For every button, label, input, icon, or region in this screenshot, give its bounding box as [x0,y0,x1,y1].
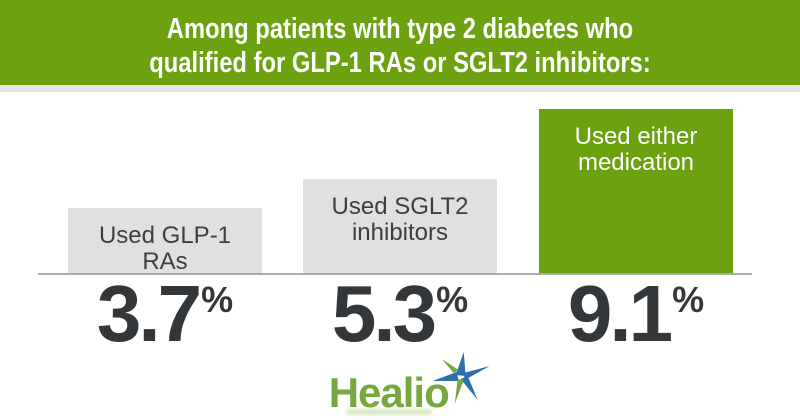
bar-label-either: Used either medication [574,123,698,176]
value-label-glp1: 3.7 % [68,274,262,354]
percent-sign: % [436,279,469,320]
bar-used-glp1-ras: Used GLP-1 RAs [68,208,262,275]
healio-logo-text: Healio [328,369,450,416]
percent-sign: % [672,279,705,320]
header-banner: Among patients with type 2 diabetes who … [0,0,800,85]
percent-sign: % [201,279,234,320]
value-number: 5.3 [331,269,437,358]
value-number: 9.1 [567,269,673,358]
healio-star-icon [432,352,490,404]
value-label-sglt2: 5.3 % [303,274,497,354]
header-title-line1: Among patients with type 2 diabetes who [166,13,634,45]
header-title-line2: qualified for GLP-1 RAs or SGLT2 inhibit… [149,47,651,79]
bar-used-either-medication: Used either medication [539,109,733,275]
bar-label-sglt2: Used SGLT2 inhibitors [331,193,469,246]
value-number: 3.7 [96,269,202,358]
bar-used-sglt2-inhibitors: Used SGLT2 inhibitors [303,179,497,275]
bar-label-glp1: Used GLP-1 RAs [98,222,232,275]
healio-logo: Healio [329,352,491,416]
axis-baseline [38,273,752,275]
header-divider [0,85,800,92]
value-label-either: 9.1 % [539,274,733,354]
logo-artifact [346,409,432,415]
